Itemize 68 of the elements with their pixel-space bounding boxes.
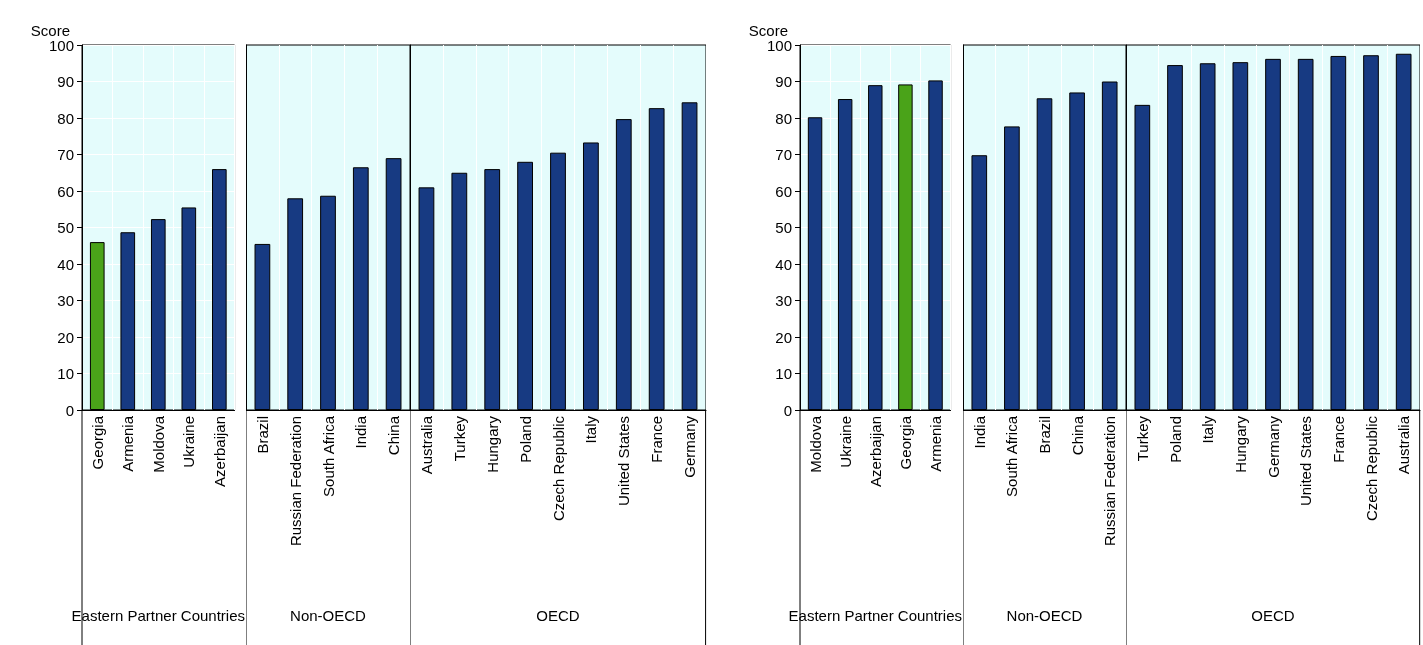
x-tick-label: South Africa: [1003, 415, 1021, 497]
y-tick-label: 90: [775, 73, 792, 90]
x-tick-label: United States: [1297, 416, 1315, 507]
x-tick-label: Turkey: [451, 415, 469, 462]
x-tick-label: Russian Federation: [286, 416, 304, 547]
x-tick-label: Italy: [1199, 415, 1217, 444]
x-tick-label: Czech Republic: [1362, 415, 1380, 522]
y-tick-label: 0: [783, 401, 792, 419]
x-tick-label: Germany: [1264, 415, 1282, 478]
x-axis-title: Non-OECD: [1006, 606, 1083, 624]
y-axis-title: Score: [748, 21, 788, 39]
x-tick-label: Hungary: [1232, 415, 1250, 473]
x-tick-label: China: [1068, 415, 1086, 456]
y-tick-label: 20: [775, 328, 792, 346]
x-tick-label: Georgia: [896, 415, 914, 470]
x-axis-title: OECD: [1251, 606, 1296, 624]
y-tick-label: 40: [57, 255, 74, 273]
x-tick-label: Poland: [517, 416, 535, 463]
x-tick-label: Australia: [418, 415, 436, 475]
y-tick-label: 50: [775, 219, 792, 236]
y-tick-label: 70: [57, 146, 74, 163]
x-tick-label: Hungary: [484, 415, 502, 473]
x-tick-label: Armenia: [119, 415, 137, 472]
x-axis-title: Eastern Partner Countries: [788, 606, 962, 624]
x-tick-label: France: [648, 416, 666, 463]
x-tick-label: Ukraine: [180, 416, 198, 468]
y-tick-label: 80: [775, 109, 792, 127]
y-tick-label: 60: [57, 182, 74, 200]
y-tick-label: 70: [775, 146, 792, 163]
x-tick-label: India: [352, 415, 370, 449]
x-tick-label: Italy: [582, 415, 600, 444]
y-tick-label: 40: [775, 255, 792, 273]
x-tick-label: Azerbaijan: [210, 416, 228, 487]
x-tick-label: Australia: [1395, 415, 1413, 475]
y-tick-label: 50: [57, 219, 74, 236]
x-tick-label: Georgia: [88, 415, 106, 470]
x-axis-title: Eastern Partner Countries: [71, 606, 245, 624]
x-tick-label: Russian Federation: [1101, 416, 1119, 547]
y-tick-label: 30: [775, 292, 792, 309]
y-tick-label: 0: [65, 401, 74, 419]
x-tick-label: Armenia: [927, 415, 945, 472]
y-tick-label: 30: [57, 292, 74, 309]
y-tick-label: 80: [57, 109, 74, 127]
x-tick-label: United States: [615, 416, 633, 507]
y-tick-label: 10: [775, 365, 792, 382]
x-tick-label: Poland: [1166, 416, 1184, 463]
y-tick-label: 100: [48, 36, 74, 54]
x-tick-label: Germany: [681, 415, 699, 478]
x-tick-label: Turkey: [1134, 415, 1152, 462]
x-tick-label: Ukraine: [836, 416, 854, 468]
x-tick-label: China: [385, 415, 403, 456]
x-tick-label: Brazil: [254, 416, 272, 454]
x-tick-label: South Africa: [319, 415, 337, 497]
x-tick-label: Czech Republic: [549, 415, 567, 522]
x-tick-label: Moldova: [149, 415, 167, 473]
y-tick-label: 90: [57, 73, 74, 90]
y-tick-label: 100: [766, 36, 792, 54]
x-tick-label: India: [970, 415, 988, 449]
x-tick-label: Moldova: [806, 415, 824, 473]
x-tick-label: Azerbaijan: [866, 416, 884, 487]
y-axis-title: Score: [30, 21, 70, 39]
y-tick-label: 10: [57, 365, 74, 382]
y-tick-label: 60: [775, 182, 792, 200]
x-axis-title: Non-OECD: [290, 606, 367, 624]
x-tick-label: Brazil: [1036, 416, 1054, 454]
y-tick-label: 20: [57, 328, 74, 346]
x-axis-title: OECD: [536, 606, 581, 624]
x-tick-label: France: [1330, 416, 1348, 463]
